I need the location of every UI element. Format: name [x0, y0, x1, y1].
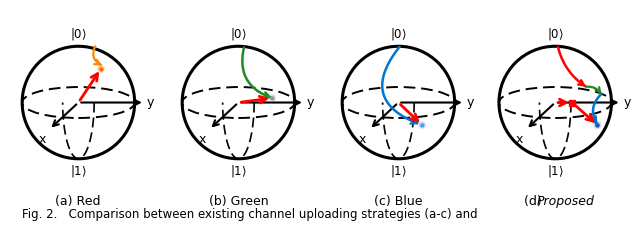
Circle shape — [593, 121, 602, 129]
Circle shape — [269, 95, 275, 101]
Text: y: y — [624, 96, 631, 109]
Circle shape — [99, 67, 102, 70]
Text: (b) Green: (b) Green — [209, 195, 269, 208]
Text: Fig. 2.   Comparison between existing channel uploading strategies (a-c) and: Fig. 2. Comparison between existing chan… — [22, 208, 478, 221]
Text: $|0\rangle$: $|0\rangle$ — [230, 26, 247, 42]
Circle shape — [100, 68, 102, 69]
Text: Proposed: Proposed — [537, 195, 595, 208]
Circle shape — [418, 121, 426, 129]
Text: $|1\rangle$: $|1\rangle$ — [390, 163, 407, 179]
Text: x: x — [39, 133, 46, 146]
Text: x: x — [199, 133, 206, 146]
Circle shape — [419, 122, 425, 128]
Text: $|1\rangle$: $|1\rangle$ — [70, 163, 87, 179]
Text: (a) Red: (a) Red — [55, 195, 101, 208]
Circle shape — [421, 124, 422, 126]
Circle shape — [595, 122, 600, 128]
Text: $|1\rangle$: $|1\rangle$ — [230, 163, 247, 179]
Text: y: y — [147, 96, 154, 109]
Circle shape — [420, 123, 424, 127]
Circle shape — [98, 66, 104, 72]
Text: y: y — [307, 96, 314, 109]
Circle shape — [596, 124, 598, 126]
Circle shape — [596, 123, 599, 127]
Text: $|0\rangle$: $|0\rangle$ — [70, 26, 87, 42]
Text: x: x — [516, 133, 523, 146]
Text: $|1\rangle$: $|1\rangle$ — [547, 163, 564, 179]
Text: $|0\rangle$: $|0\rangle$ — [547, 26, 564, 42]
Circle shape — [97, 65, 105, 73]
Text: (d): (d) — [524, 195, 545, 208]
Text: $|0\rangle$: $|0\rangle$ — [390, 26, 407, 42]
Circle shape — [271, 96, 274, 100]
Text: (c) Blue: (c) Blue — [374, 195, 423, 208]
Text: x: x — [359, 133, 366, 146]
Text: y: y — [467, 96, 474, 109]
Circle shape — [271, 97, 273, 99]
Circle shape — [268, 94, 276, 102]
